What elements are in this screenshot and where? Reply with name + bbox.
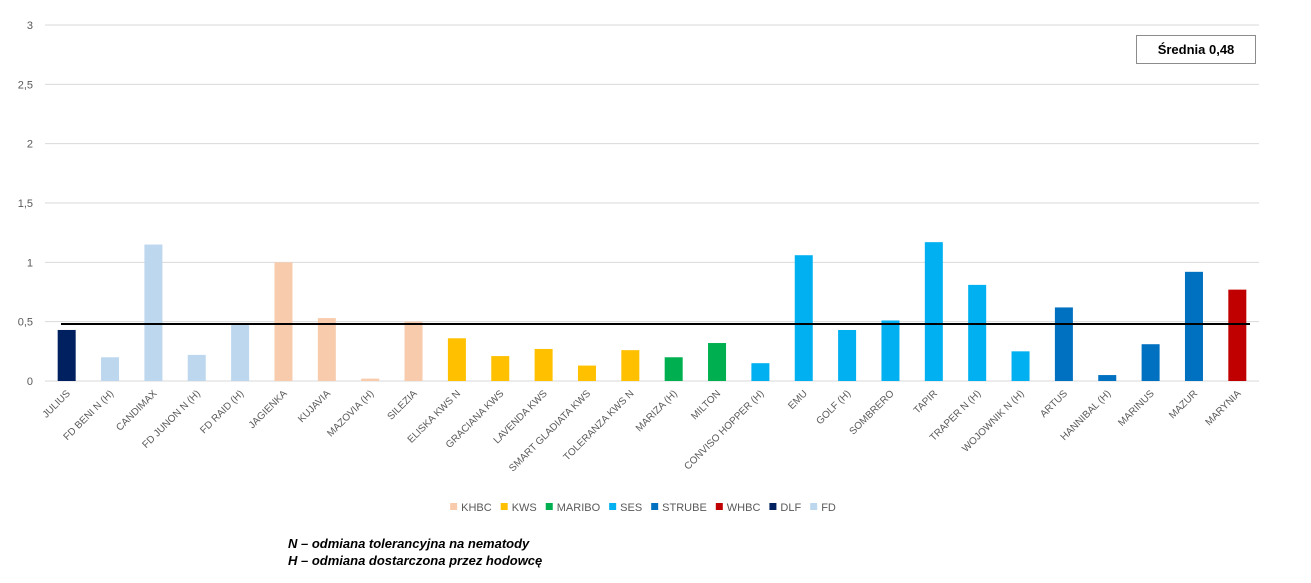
bar bbox=[621, 350, 640, 381]
footnote-n: N – odmiana tolerancyjna na nematody bbox=[288, 536, 530, 551]
x-tick-label: JULIUS bbox=[41, 388, 73, 420]
legend-label: KWS bbox=[512, 502, 537, 514]
y-tick-label: 0,5 bbox=[18, 317, 33, 329]
y-axis-ticks: 0 0,5 1 1,5 2 2,5 3 bbox=[18, 20, 33, 388]
legend-item: DLF bbox=[769, 502, 801, 514]
legend-swatch bbox=[500, 503, 508, 510]
bar bbox=[924, 242, 943, 381]
y-tick-label: 1,5 bbox=[18, 198, 33, 210]
x-tick-label: MARINUS bbox=[1116, 388, 1157, 429]
gridlines bbox=[45, 24, 1259, 382]
bar bbox=[1098, 375, 1117, 381]
footnote-h: H – odmiana dostarczona przez hodowcę bbox=[288, 553, 543, 568]
legend-item: WHBC bbox=[715, 502, 761, 514]
bar bbox=[57, 329, 76, 381]
bar bbox=[274, 262, 293, 381]
legend-label: WHBC bbox=[727, 502, 761, 514]
legend-swatch bbox=[651, 503, 659, 510]
x-tick-label: MAZUR bbox=[1167, 388, 1200, 421]
x-tick-label: MARYNIA bbox=[1204, 388, 1244, 428]
bar bbox=[1054, 307, 1073, 381]
bar bbox=[1141, 344, 1160, 381]
bar bbox=[1228, 289, 1247, 381]
x-tick-label: EMU bbox=[786, 388, 810, 412]
x-tick-label: TAPIR bbox=[912, 388, 940, 416]
x-tick-label: KUJAVIA bbox=[296, 388, 333, 425]
legend-swatch bbox=[545, 503, 553, 510]
legend-label: DLF bbox=[780, 502, 801, 514]
legend-item: KWS bbox=[500, 502, 537, 514]
bars bbox=[57, 242, 1247, 381]
x-tick-label: SILEZIA bbox=[386, 388, 420, 422]
legend-item: FD bbox=[810, 502, 836, 514]
y-tick-label: 2 bbox=[27, 139, 33, 151]
legend-swatch bbox=[715, 503, 723, 510]
average-label: Średnia 0,48 bbox=[1157, 42, 1235, 57]
x-tick-label: MARIZA (H) bbox=[634, 388, 680, 434]
bar bbox=[534, 348, 553, 381]
legend-item: STRUBE bbox=[651, 502, 707, 514]
legend-swatch bbox=[450, 503, 458, 510]
x-tick-label: ARTUS bbox=[1038, 388, 1070, 420]
legend-swatch bbox=[810, 503, 818, 510]
footnotes: N – odmiana tolerancyjna na nematody H –… bbox=[288, 535, 542, 569]
bar bbox=[1184, 271, 1203, 381]
bar bbox=[187, 354, 206, 381]
bar bbox=[968, 284, 987, 381]
legend-item: KHBC bbox=[450, 502, 492, 514]
y-tick-label: 1 bbox=[27, 257, 33, 269]
x-tick-label: MAZOVIA (H) bbox=[325, 388, 376, 439]
legend-label: SES bbox=[620, 502, 642, 514]
legend-label: MARIBO bbox=[557, 502, 601, 514]
bar bbox=[751, 363, 770, 381]
bar bbox=[838, 329, 857, 381]
x-tick-label: MILTON bbox=[689, 388, 723, 422]
legend-label: KHBC bbox=[461, 502, 492, 514]
bar bbox=[447, 338, 466, 381]
x-tick-label: JAGIENKA bbox=[247, 388, 290, 431]
legend-swatch bbox=[769, 503, 777, 510]
legend-label: STRUBE bbox=[662, 502, 707, 514]
x-tick-label: SMART GLADIATA KWS bbox=[507, 388, 593, 474]
bar bbox=[231, 324, 250, 381]
bar bbox=[1011, 351, 1030, 381]
bar bbox=[664, 357, 683, 381]
x-tick-label: SOMBRERO bbox=[848, 388, 897, 437]
bar bbox=[491, 356, 510, 381]
y-tick-label: 3 bbox=[27, 20, 33, 32]
x-tick-label: GOLF (H) bbox=[814, 388, 853, 427]
x-tick-label: CONVISO HOPPER (H) bbox=[683, 388, 767, 472]
bar bbox=[794, 255, 813, 381]
x-tick-label: FD RAID (H) bbox=[198, 388, 246, 436]
legend: KHBC KWS MARIBO SES STRUBE WHBC DLF FD bbox=[450, 502, 836, 514]
bar bbox=[101, 357, 120, 381]
bar bbox=[708, 343, 727, 381]
legend-label: FD bbox=[821, 502, 836, 514]
legend-swatch bbox=[609, 503, 617, 510]
average-label-box: Średnia 0,48 bbox=[1136, 35, 1256, 64]
bar bbox=[404, 321, 423, 381]
y-tick-label: 2,5 bbox=[18, 79, 33, 91]
bar bbox=[144, 244, 163, 381]
legend-item: MARIBO bbox=[545, 502, 601, 514]
x-tick-label: CANDIMAX bbox=[114, 388, 159, 433]
bar bbox=[577, 365, 596, 381]
bar bbox=[317, 318, 336, 381]
bar bbox=[361, 378, 380, 381]
bar bbox=[881, 320, 900, 381]
legend-item: SES bbox=[609, 502, 642, 514]
y-tick-label: 0 bbox=[27, 376, 33, 388]
